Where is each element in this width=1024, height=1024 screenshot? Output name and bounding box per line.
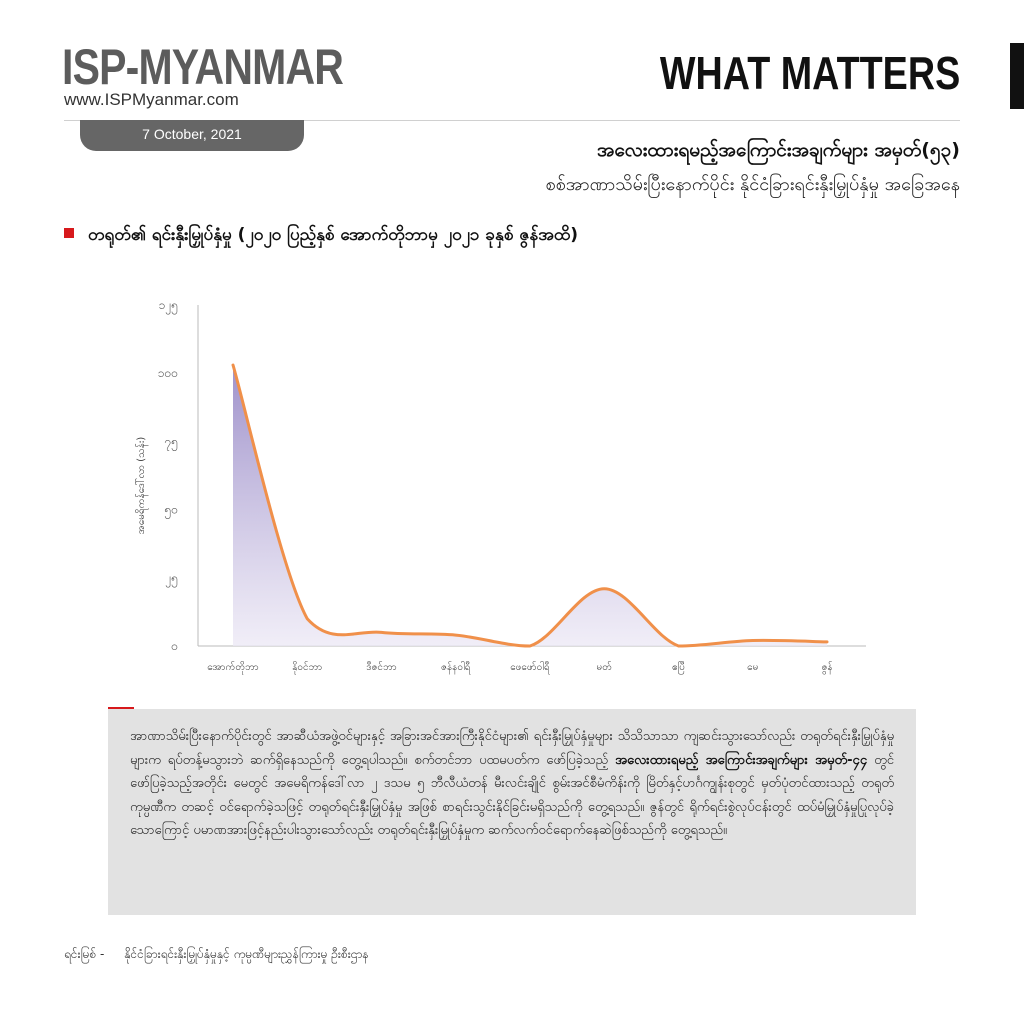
source-label: ရင်းမြစ် - <box>64 947 105 961</box>
y-axis: ၀ ၂၅ ၅၀ ၇၅ ၁၀၀ ၁၂၅ <box>158 298 199 653</box>
y-tick-label: ၁၀၀ <box>158 366 178 380</box>
x-tick-label: ဧပြီ <box>672 659 685 675</box>
chart-heading-text: တရုတ်၏ ရင်းနှီးမြှုပ်နှံမှု (၂၀၂၀ ပြည့်န… <box>88 225 579 245</box>
x-tick-label: ဖေဖော်ဝါရီ <box>510 660 550 675</box>
x-axis: အောက်တိုဘာ နိုဝင်ဘာ ဒီဇင်ဘာ ဇန်နဝါရီ ဖေဖော်ဝ… <box>198 645 866 675</box>
series-line <box>231 363 829 648</box>
summary-box: အာဏာသိမ်းပြီးနောက်ပိုင်းတွင် အာဆီယံအဖွဲ့… <box>108 709 916 915</box>
brand-logo-text: ISP-MYANMAR <box>62 39 344 95</box>
y-tick-label: ၅၀ <box>165 503 179 520</box>
x-tick-label: နိုဝင်ဘာ <box>292 660 322 675</box>
source-text: နိုင်ငံခြားရင်းနှီးမြှုပ်နှံမှုနှင့် ကုမ… <box>124 947 369 961</box>
y-axis-label: အမေရိကန်ဒေါ်လာ (သန်း) <box>134 437 149 535</box>
x-tick-label: မတ် <box>597 660 612 673</box>
y-tick-label: ၂၅ <box>165 571 178 588</box>
date-badge: 7 October, 2021 <box>80 120 304 151</box>
source-note: ရင်းမြစ် - နိုင်ငံခြားရင်းနှီးမြှုပ်နှံမှ… <box>64 946 369 964</box>
red-square-bullet-icon <box>64 228 74 238</box>
y-tick-label: ၁၂၅ <box>159 298 178 315</box>
series-title: WHAT MATTERS <box>659 47 960 99</box>
headline: အလေးထားရမည့်အကြောင်းအချက်များ အမှတ်(၅၃) <box>597 139 960 161</box>
x-tick-label: ဇွန် <box>821 660 832 675</box>
x-tick-label: အောက်တိုဘာ <box>207 660 259 675</box>
series-area <box>233 365 827 646</box>
y-tick-label: ၇၅ <box>165 434 179 451</box>
x-tick-label: ဇန်နဝါရီ <box>441 660 471 675</box>
x-tick-label: မေ <box>747 662 758 673</box>
summary-text-part2: တွင် ဖော်ပြခဲ့သည့်အတိုင်း မေတွင် အမေရိကန… <box>130 752 894 839</box>
summary-bold-reference: အလေးထားရမည့် အကြောင်းအချက်များ အမှတ်-၄၄ <box>615 752 868 768</box>
x-tick-label: ဒီဇင်ဘာ <box>366 660 396 673</box>
y-tick-label: ၀ <box>171 639 178 653</box>
investment-area-chart: ၀ ၂၅ ၅၀ ၇၅ ၁၀၀ ၁၂၅ အောက်တိုဘာ နိုဝင်ဘာ ဒီဇင်ဘာ ဇ… <box>134 298 866 675</box>
corner-accent-bar <box>1010 43 1024 109</box>
summary-text-part1: အာဏာသိမ်းပြီးနောက်ပိုင်းတွင် အာဆီယံအဖွဲ့… <box>130 729 894 768</box>
chart-heading: တရုတ်၏ ရင်းနှီးမြှုပ်နှံမှု (၂၀၂၀ ပြည့်န… <box>64 224 578 249</box>
subheadline: စစ်အာဏာသိမ်းပြီးနောက်ပိုင်း နိုင်ငံခြားရ… <box>545 174 961 195</box>
summary-paragraph: အာဏာသိမ်းပြီးနောက်ပိုင်းတွင် အာဆီယံအဖွဲ့… <box>130 725 894 843</box>
header-divider <box>64 120 960 121</box>
website-url[interactable]: www.ISPMyanmar.com <box>64 90 239 109</box>
